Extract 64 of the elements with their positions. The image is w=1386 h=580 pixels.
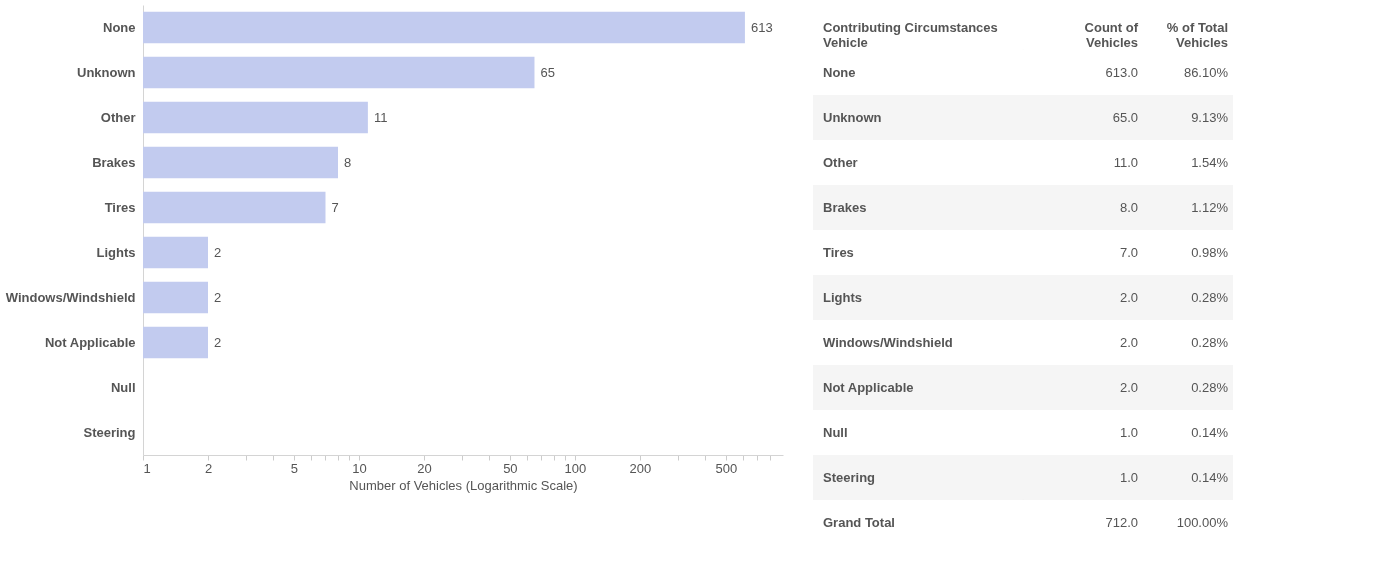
data-label: 8 bbox=[344, 154, 352, 170]
data-label: 65 bbox=[540, 64, 555, 80]
data-label: 2.0 bbox=[1119, 379, 1138, 395]
data-label: 86.10% bbox=[1183, 64, 1229, 80]
data-label: 0.28% bbox=[1191, 289, 1229, 305]
data-label: 2 bbox=[214, 244, 222, 260]
data-label: 1.0 bbox=[1119, 469, 1138, 485]
y-tick-label: Lights bbox=[96, 244, 136, 260]
x-tick-label: 200 bbox=[629, 460, 652, 476]
data-label: 65.0 bbox=[1112, 109, 1138, 125]
data-label: 2 bbox=[214, 334, 222, 350]
x-axis-title: Number of Vehicles (Logarithmic Scale) bbox=[349, 477, 578, 493]
data-label: 2.0 bbox=[1119, 289, 1138, 305]
data-label: 1.54% bbox=[1191, 154, 1229, 170]
data-label: 613.0 bbox=[1105, 64, 1138, 80]
category-label: Tires bbox=[823, 244, 854, 260]
category-label: Unknown bbox=[823, 109, 882, 125]
data-label: 0.14% bbox=[1191, 424, 1229, 440]
data-label: 7 bbox=[331, 199, 339, 215]
data-label: 11.0 bbox=[1113, 154, 1138, 170]
data-label: 2 bbox=[214, 289, 222, 305]
category-label: None bbox=[823, 64, 856, 80]
y-tick-label: Tires bbox=[104, 199, 136, 215]
category-label: Brakes bbox=[823, 199, 867, 215]
text: % of Total Vehicles bbox=[1166, 19, 1228, 50]
x-tick-label: 50 bbox=[503, 460, 518, 476]
data-label: 1.0 bbox=[1119, 424, 1138, 440]
y-tick-label: Windows/Windshield bbox=[5, 289, 136, 305]
category-label: Other bbox=[823, 154, 858, 170]
category-label: Lights bbox=[823, 289, 862, 305]
y-tick-label: Other bbox=[100, 109, 136, 125]
category-label: Not Applicable bbox=[823, 379, 914, 395]
data-label: 0.98% bbox=[1191, 244, 1229, 260]
x-tick-label: 500 bbox=[715, 460, 738, 476]
x-tick-label: 100 bbox=[564, 460, 587, 476]
data-label: 613 bbox=[750, 19, 773, 35]
data-label: 7.0 bbox=[1119, 244, 1138, 260]
category-label: Grand Total bbox=[823, 514, 895, 530]
y-tick-label: Brakes bbox=[92, 154, 136, 170]
y-tick-label: Not Applicable bbox=[44, 334, 136, 350]
category-label: Null bbox=[823, 424, 848, 440]
data-label: 712.0 bbox=[1105, 514, 1138, 530]
text: Count of Vehicles bbox=[1084, 19, 1139, 50]
x-tick-label: 20 bbox=[417, 460, 432, 476]
x-tick-label: 2 bbox=[204, 460, 213, 476]
y-tick-label: Unknown bbox=[77, 64, 136, 80]
y-tick-label: Null bbox=[110, 379, 136, 395]
text: Contributing Circumstances Vehicle bbox=[823, 19, 998, 50]
x-tick-label: 1 bbox=[143, 460, 151, 476]
data-label: 2.0 bbox=[1119, 334, 1138, 350]
data-label: 0.14% bbox=[1191, 469, 1229, 485]
x-tick-label: 5 bbox=[290, 460, 299, 476]
data-label: 1.12% bbox=[1191, 199, 1229, 215]
y-tick-label: Steering bbox=[83, 424, 136, 440]
data-label: 100.00% bbox=[1176, 514, 1229, 530]
x-tick-label: 10 bbox=[352, 460, 367, 476]
data-label: 9.13% bbox=[1191, 109, 1229, 125]
category-label: Windows/Windshield bbox=[823, 334, 953, 350]
data-label: 0.28% bbox=[1191, 334, 1229, 350]
category-label: Steering bbox=[823, 469, 876, 485]
data-label: 0.28% bbox=[1191, 379, 1229, 395]
data-label: 8.0 bbox=[1119, 199, 1138, 215]
data-label: 11 bbox=[373, 109, 388, 125]
y-tick-label: None bbox=[103, 19, 136, 35]
